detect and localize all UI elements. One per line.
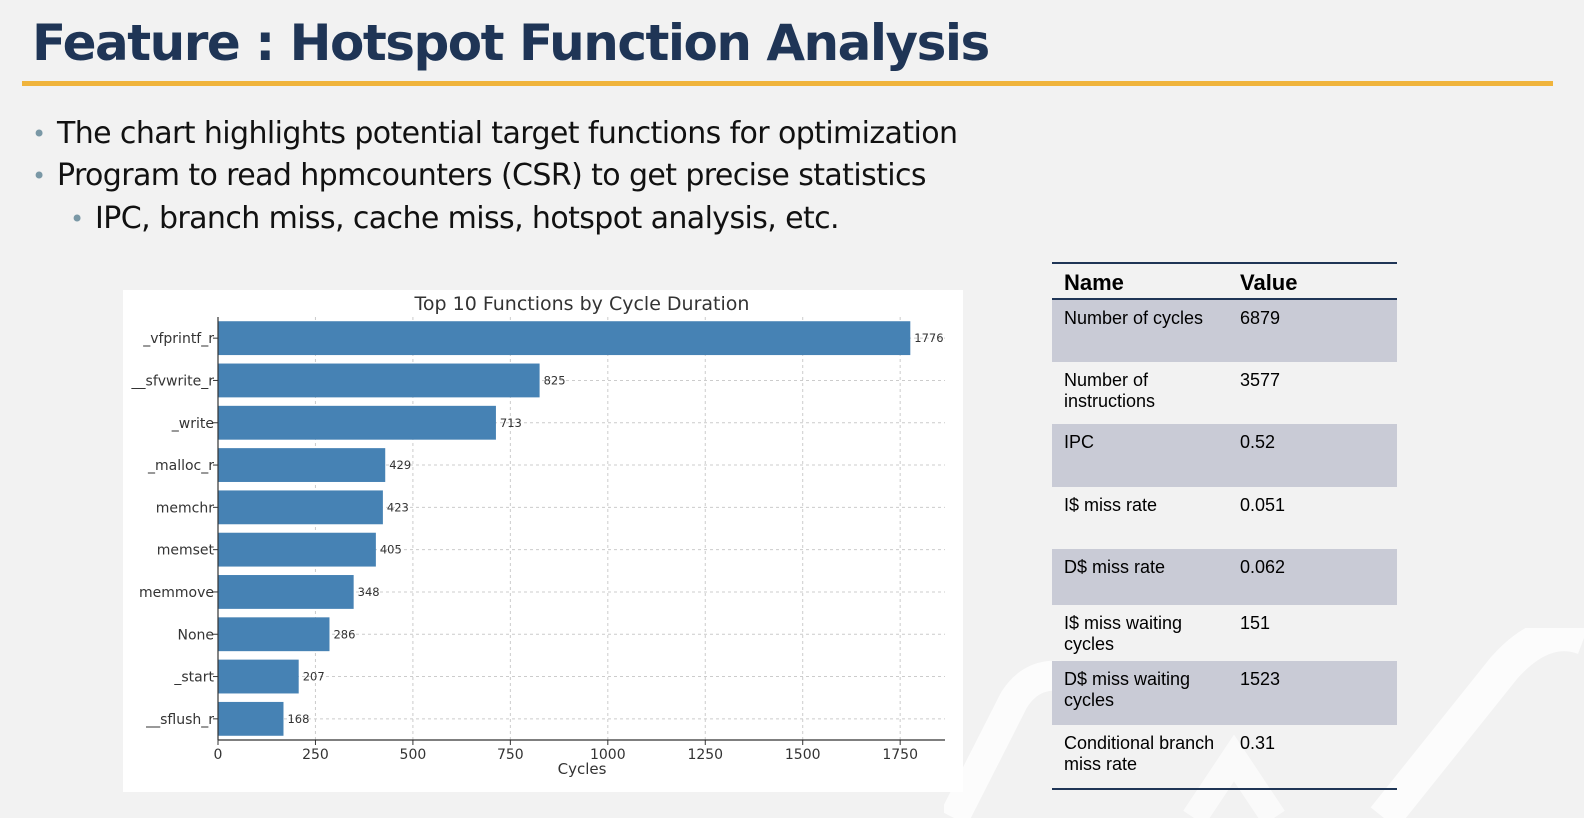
x-tick-label: 750 (497, 747, 524, 763)
x-axis-label: Cycles (558, 760, 607, 778)
bullet-dot-icon: • (32, 162, 46, 190)
table-row: Number of cycles 6879 (1052, 299, 1397, 362)
bullet-text: IPC, branch miss, cache miss, hotspot an… (95, 201, 840, 236)
y-tick-label: None (177, 627, 214, 643)
y-tick-label: _malloc_r (147, 458, 214, 474)
title-underline (22, 81, 1553, 86)
row-name: D$ miss rate (1064, 557, 1166, 577)
stats-table: Name Value Number of cycles 6879 Number … (1052, 262, 1397, 790)
row-name: IPC (1064, 432, 1095, 452)
row-name: I$ miss waiting cycles (1064, 613, 1183, 654)
x-tick-label: 500 (400, 747, 427, 763)
x-tick-label: 250 (302, 747, 329, 763)
bar-value-label: 423 (387, 500, 409, 514)
bar-_write (218, 405, 496, 440)
sub-bullet-item: • IPC, branch miss, cache miss, hotspot … (70, 199, 840, 239)
table-header-value: Value (1240, 270, 1298, 295)
bar-memchr (218, 490, 383, 525)
row-value: 151 (1240, 613, 1271, 633)
row-name: Conditional branch miss rate (1064, 733, 1215, 774)
chart-bars: 1776 825 713 429 423 405 348 286 207 168 (218, 321, 944, 736)
bar-__sflush_r (218, 701, 284, 736)
table-header-name: Name (1064, 270, 1124, 295)
x-tick-label: 1250 (687, 747, 723, 763)
table-row: D$ miss waiting cycles 1523 (1052, 661, 1397, 725)
row-value: 0.52 (1240, 432, 1276, 452)
row-name: I$ miss rate (1064, 495, 1158, 515)
table-header-row: Name Value (1052, 263, 1397, 299)
row-value: 3577 (1240, 370, 1281, 390)
x-tick-label: 1500 (785, 747, 821, 763)
row-name: D$ miss waiting cycles (1064, 669, 1191, 710)
bullet-dot-icon: • (70, 205, 84, 233)
bar-value-label: 825 (544, 373, 566, 387)
y-tick-label: memset (157, 543, 215, 559)
bar-value-label: 1776 (914, 331, 943, 345)
row-name: Number of instructions (1064, 370, 1156, 411)
x-tick-label: 0 (214, 747, 223, 763)
row-name: Number of cycles (1064, 308, 1204, 328)
bar-value-label: 207 (303, 670, 325, 684)
chart-axes: 0 250 500 750 1000 1250 1500 1750 _vfprintf_r __s… (131, 317, 945, 763)
bullet-item: • Program to read hpmcounters (CSR) to g… (32, 156, 927, 196)
bullet-item: • The chart highlights potential target … (32, 114, 958, 154)
x-tick-label: 1750 (882, 747, 918, 763)
bar-value-label: 429 (389, 458, 411, 472)
bar-value-label: 168 (287, 712, 309, 726)
y-tick-label: __sflush_r (145, 712, 214, 728)
y-tick-label: memchr (156, 500, 214, 516)
row-value: 0.051 (1240, 495, 1286, 515)
bar-chart: Top 10 Functions by Cycle Duration 1776 8… (131, 293, 945, 778)
y-tick-label: memmove (139, 585, 214, 601)
bar-memset (218, 532, 376, 567)
table-row: Conditional branch miss rate 0.31 (1052, 725, 1397, 789)
bar-_start (218, 659, 299, 694)
row-value: 6879 (1240, 308, 1281, 328)
bar-value-label: 348 (358, 585, 380, 599)
y-tick-label: _write (171, 416, 214, 432)
bar-value-label: 286 (333, 627, 355, 641)
table-row: IPC 0.52 (1052, 424, 1397, 487)
row-value: 1523 (1240, 669, 1281, 689)
bullet-text: The chart highlights potential target fu… (57, 116, 958, 151)
bar-value-label: 405 (380, 543, 402, 557)
bar-None (218, 617, 330, 652)
y-tick-label: __sfvwrite_r (131, 373, 215, 389)
y-tick-label: _vfprintf_r (142, 331, 214, 347)
chart-panel: Top 10 Functions by Cycle Duration 1776 8… (123, 290, 963, 792)
y-tick-label: _start (173, 670, 214, 686)
x-tick-label: 1000 (590, 747, 626, 763)
bar-_malloc_r (218, 448, 386, 482)
table-row: I$ miss rate 0.051 (1052, 487, 1397, 549)
bar-value-label: 713 (500, 416, 522, 430)
table-row: Number of instructions 3577 (1052, 362, 1397, 424)
bar-__sfvwrite_r (218, 363, 540, 398)
chart-title: Top 10 Functions by Cycle Duration (414, 293, 750, 315)
table-row: D$ miss rate 0.062 (1052, 549, 1397, 605)
row-value: 0.31 (1240, 733, 1276, 753)
bullet-text: Program to read hpmcounters (CSR) to get… (57, 158, 927, 193)
slide-title: Feature : Hotspot Function Analysis (32, 14, 990, 72)
table-row: I$ miss waiting cycles 151 (1052, 605, 1397, 661)
bar-_vfprintf_r (218, 321, 911, 356)
bar-memmove (218, 575, 354, 609)
row-value: 0.062 (1240, 557, 1286, 577)
bullet-dot-icon: • (32, 120, 46, 148)
